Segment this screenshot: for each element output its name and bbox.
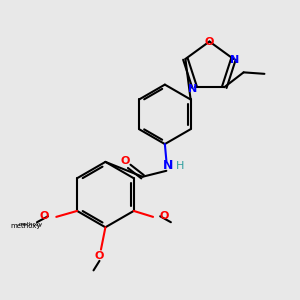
Text: N: N	[163, 159, 173, 172]
Text: methoxy: methoxy	[19, 222, 43, 227]
Text: O: O	[95, 250, 104, 260]
Text: methoxy: methoxy	[11, 224, 41, 230]
Text: N: N	[188, 84, 198, 94]
Text: O: O	[121, 156, 130, 166]
Text: H: H	[176, 161, 184, 171]
Text: N: N	[230, 56, 240, 65]
Text: O: O	[205, 37, 214, 46]
Text: O: O	[39, 211, 49, 221]
Text: O: O	[160, 211, 169, 221]
